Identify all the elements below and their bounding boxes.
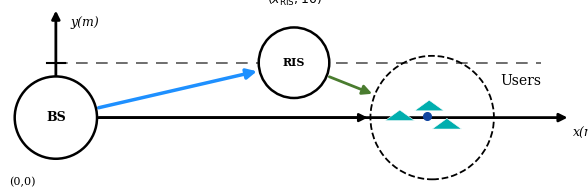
Text: x(m): x(m) — [573, 127, 588, 140]
Text: BS: BS — [46, 111, 66, 124]
Text: y(m): y(m) — [71, 16, 99, 29]
Ellipse shape — [15, 76, 97, 159]
Text: Users: Users — [500, 74, 541, 88]
Text: RIS: RIS — [283, 57, 305, 68]
Ellipse shape — [259, 27, 329, 98]
Polygon shape — [385, 110, 415, 121]
Polygon shape — [432, 118, 462, 129]
Text: $(x_{\mathrm{RIS}},10)$: $(x_{\mathrm{RIS}},10)$ — [266, 0, 322, 8]
Text: (0,0): (0,0) — [9, 177, 35, 187]
Polygon shape — [415, 100, 444, 111]
